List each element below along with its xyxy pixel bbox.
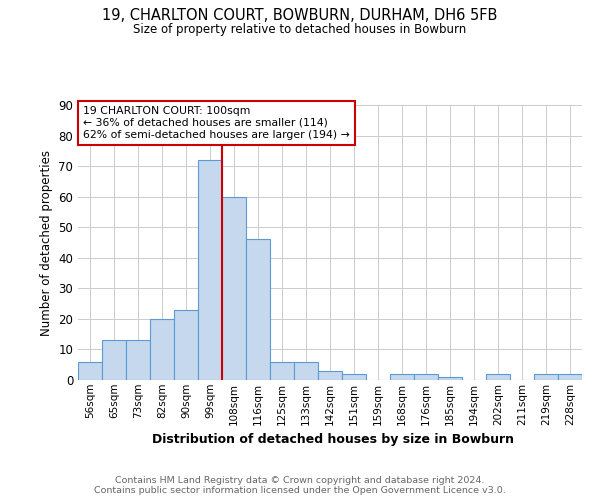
Bar [102, 340, 126, 380]
Bar [390, 374, 414, 380]
Bar [294, 362, 318, 380]
Y-axis label: Number of detached properties: Number of detached properties [40, 150, 53, 336]
Bar [318, 371, 342, 380]
Bar [486, 374, 510, 380]
Bar [438, 377, 462, 380]
Bar [246, 240, 270, 380]
Bar [342, 374, 366, 380]
Bar [558, 374, 582, 380]
Bar [534, 374, 558, 380]
Bar [174, 310, 198, 380]
Bar [198, 160, 222, 380]
Bar [126, 340, 150, 380]
Text: Contains HM Land Registry data © Crown copyright and database right 2024.
Contai: Contains HM Land Registry data © Crown c… [94, 476, 506, 495]
Bar [150, 319, 174, 380]
Bar [222, 196, 246, 380]
Text: Size of property relative to detached houses in Bowburn: Size of property relative to detached ho… [133, 22, 467, 36]
Text: Distribution of detached houses by size in Bowburn: Distribution of detached houses by size … [152, 432, 514, 446]
Bar [414, 374, 438, 380]
Text: 19 CHARLTON COURT: 100sqm
← 36% of detached houses are smaller (114)
62% of semi: 19 CHARLTON COURT: 100sqm ← 36% of detac… [83, 106, 350, 140]
Bar [78, 362, 102, 380]
Bar [270, 362, 294, 380]
Text: 19, CHARLTON COURT, BOWBURN, DURHAM, DH6 5FB: 19, CHARLTON COURT, BOWBURN, DURHAM, DH6… [103, 8, 497, 22]
